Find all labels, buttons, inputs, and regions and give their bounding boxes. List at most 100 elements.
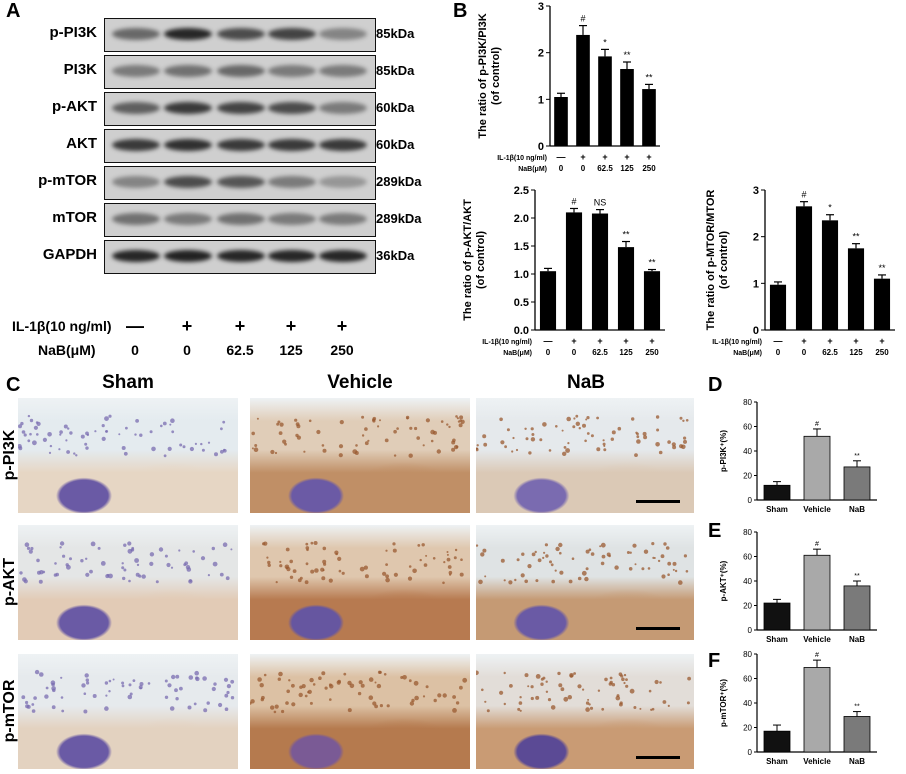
blot-band bbox=[268, 139, 316, 151]
blot-band bbox=[112, 28, 160, 40]
y-tick-label: 20 bbox=[743, 472, 752, 481]
ihc-row-label: p-AKT bbox=[1, 558, 18, 606]
significance-mark: ** bbox=[852, 232, 860, 242]
y-tick-label: 3 bbox=[538, 1, 544, 13]
panel-letter-d: D bbox=[708, 374, 723, 396]
chart-akt-positive: 0 20 40 60 80 p-AKT⁺(%) Sham # Vehicle ** NaB bbox=[719, 528, 877, 644]
row1-title: IL-1β(10 ng/ml) bbox=[482, 339, 532, 346]
y-axis-label: (of control) bbox=[475, 231, 487, 289]
bar bbox=[843, 585, 871, 631]
bar bbox=[795, 206, 813, 330]
significance-mark: # bbox=[571, 196, 576, 206]
blot-band bbox=[319, 65, 367, 77]
bar bbox=[554, 97, 568, 146]
y-tick-label: 1.5 bbox=[514, 241, 529, 253]
blot-band bbox=[164, 102, 212, 114]
blot-row-label: mTOR bbox=[52, 209, 97, 226]
nab-value: 0 bbox=[131, 342, 139, 358]
x-row1-label: + bbox=[879, 336, 884, 346]
significance-mark: ** bbox=[878, 263, 886, 273]
x-row1-label: + bbox=[801, 336, 806, 346]
y-tick-label: 2.0 bbox=[514, 213, 529, 225]
ihc-image bbox=[250, 398, 470, 513]
panel-letter-b: B bbox=[453, 0, 468, 22]
blot-band bbox=[319, 213, 367, 225]
panel-letter-e: E bbox=[708, 520, 722, 542]
x-row2-label: 0 bbox=[572, 348, 577, 357]
x-row2-label: 125 bbox=[619, 348, 633, 357]
scale-bar bbox=[636, 756, 680, 759]
blot-band bbox=[217, 176, 265, 188]
x-category-label: Sham bbox=[766, 505, 788, 514]
x-row1-label: + bbox=[623, 336, 628, 346]
significance-mark: # bbox=[815, 541, 819, 548]
row2-title: NaB(μM) bbox=[518, 166, 547, 173]
blot-band bbox=[112, 250, 160, 262]
significance-mark: ** bbox=[854, 704, 860, 711]
x-row1-label: + bbox=[646, 152, 651, 162]
bar bbox=[843, 466, 871, 501]
y-tick-label: 80 bbox=[743, 528, 752, 537]
y-tick-label: 0 bbox=[748, 496, 753, 505]
il1b-value: + bbox=[336, 316, 348, 336]
blot-band bbox=[319, 28, 367, 40]
bar bbox=[591, 213, 609, 330]
row1-title: IL-1β(10 ng/ml) bbox=[712, 339, 762, 346]
y-tick-label: 60 bbox=[743, 675, 752, 684]
blot-strip bbox=[104, 203, 376, 237]
bar bbox=[598, 56, 612, 146]
ihc-row-label: p-mTOR bbox=[1, 679, 18, 743]
blot-band bbox=[112, 65, 160, 77]
bar bbox=[803, 435, 831, 501]
blot-band bbox=[268, 28, 316, 40]
blot-band bbox=[112, 139, 160, 151]
bar bbox=[763, 484, 791, 501]
x-row1-label: + bbox=[580, 152, 585, 162]
x-row1-label: + bbox=[624, 152, 629, 162]
bar bbox=[576, 34, 590, 146]
row2-title: NaB(μM) bbox=[733, 350, 762, 357]
blot-kda-label: 60kDa bbox=[376, 137, 415, 152]
x-row1-label: + bbox=[853, 336, 858, 346]
chart-mtor-ratio: 0 1 2 3 The ratio of p-MTOR/MTOR (of control)… bbox=[705, 185, 895, 357]
y-tick-label: 0 bbox=[748, 748, 753, 757]
blot-kda-label: 60kDa bbox=[376, 100, 415, 115]
x-row2-label: 125 bbox=[620, 164, 634, 173]
bar bbox=[643, 271, 661, 330]
blot-band bbox=[164, 139, 212, 151]
blot-band bbox=[164, 28, 212, 40]
bar bbox=[803, 554, 831, 631]
bar bbox=[617, 247, 635, 330]
blot-row-label: GAPDH bbox=[42, 246, 97, 263]
y-axis-label: The ratio of p-PI3K/PI3K bbox=[477, 13, 489, 138]
x-row2-label: 62.5 bbox=[597, 164, 613, 173]
x-row2-label: 62.5 bbox=[592, 348, 608, 357]
significance-mark: ** bbox=[645, 72, 653, 82]
y-tick-label: 20 bbox=[743, 602, 752, 611]
y-axis-label: p-mTOR⁺(%) bbox=[719, 679, 728, 727]
nab-label: NaB(μM) bbox=[38, 342, 96, 358]
x-category-label: Sham bbox=[766, 635, 788, 644]
significance-mark: ** bbox=[648, 258, 656, 268]
blot-band bbox=[217, 102, 265, 114]
y-tick-label: 0 bbox=[753, 325, 759, 337]
blot-band bbox=[164, 250, 212, 262]
significance-mark: ** bbox=[622, 230, 630, 240]
blot-band bbox=[217, 65, 265, 77]
bar bbox=[769, 284, 787, 330]
blot-row-label: p-PI3K bbox=[49, 24, 97, 41]
significance-mark: # bbox=[815, 652, 819, 659]
x-row2-label: 125 bbox=[849, 348, 863, 357]
blot-kda-label: 289kDa bbox=[376, 174, 422, 189]
y-tick-label: 1.0 bbox=[514, 269, 529, 281]
blot-band bbox=[164, 213, 212, 225]
row2-title: NaB(μM) bbox=[503, 350, 532, 357]
blot-band bbox=[319, 250, 367, 262]
y-tick-label: 60 bbox=[743, 423, 752, 432]
ihc-row-label: p-PI3K bbox=[1, 429, 18, 481]
x-row2-label: 250 bbox=[645, 348, 659, 357]
significance-mark: # bbox=[580, 14, 585, 24]
chart-pi3k-ratio: 0 1 2 3 The ratio of p-PI3K/PI3K (of control)… bbox=[477, 1, 660, 173]
blot-band bbox=[319, 102, 367, 114]
ihc-image bbox=[476, 654, 694, 769]
